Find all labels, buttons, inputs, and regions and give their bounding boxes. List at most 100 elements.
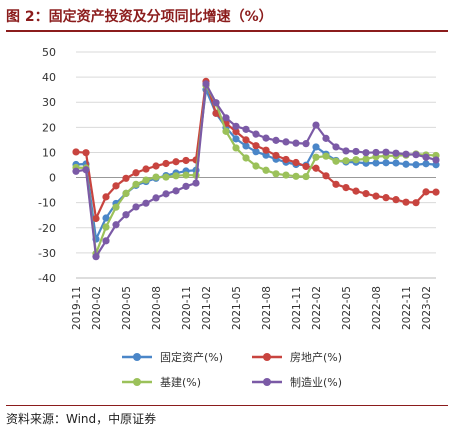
data-point (302, 140, 310, 148)
data-point (422, 160, 430, 168)
data-point (222, 127, 230, 135)
data-point (362, 149, 370, 157)
legend-item: 房地产(%) (252, 350, 342, 364)
data-point (262, 166, 270, 174)
x-tick-label: 2022-02 (311, 286, 323, 330)
data-point (162, 159, 170, 168)
data-point (382, 194, 390, 202)
data-point (132, 203, 140, 211)
source-note: 资料来源：Wind，中原证券 (6, 412, 157, 426)
data-point (382, 148, 390, 156)
legend-marker (133, 378, 141, 386)
title-divider (6, 30, 448, 32)
data-point (212, 99, 220, 107)
data-point (112, 203, 120, 211)
data-point (352, 187, 360, 195)
data-point (272, 151, 280, 160)
data-point (352, 147, 360, 156)
legend: 固定资产(%) 房地产(%) 基建(%) 制造业(%) (122, 350, 342, 389)
data-point (112, 221, 120, 229)
data-point (282, 138, 290, 146)
x-tick-label: 2022-08 (371, 286, 383, 330)
legend-label: 基建(%) (160, 375, 201, 389)
data-point (192, 179, 200, 187)
data-point (142, 165, 150, 173)
x-tick-label: 2020-02 (91, 286, 103, 330)
y-tick-label: 40 (42, 71, 56, 84)
data-point (102, 237, 110, 245)
y-axis-ticks: -40 -30 -20 -10 0 10 20 30 40 50 (38, 46, 56, 285)
data-point (362, 155, 370, 163)
data-point (132, 169, 140, 177)
data-point (152, 173, 160, 181)
data-point (392, 149, 400, 157)
y-tick-label: -10 (38, 197, 56, 210)
data-point (272, 170, 280, 178)
data-point (122, 189, 130, 197)
y-tick-label: 0 (49, 172, 56, 185)
data-point (242, 136, 250, 144)
data-point (402, 198, 410, 206)
data-point (332, 157, 340, 165)
data-point (172, 172, 180, 180)
data-point (82, 149, 90, 157)
data-point (72, 148, 80, 156)
series-lines (72, 77, 440, 261)
series-4 (72, 80, 440, 261)
data-point (92, 214, 100, 223)
data-point (312, 121, 320, 129)
data-point (332, 143, 340, 151)
data-point (112, 182, 120, 190)
data-point (412, 151, 420, 159)
data-point (242, 154, 250, 162)
data-point (232, 128, 240, 136)
data-point (242, 142, 250, 150)
data-point (312, 143, 320, 151)
y-tick-label: 10 (42, 146, 56, 159)
data-point (432, 156, 440, 164)
data-point (282, 155, 290, 164)
data-point (282, 171, 290, 179)
data-point (402, 150, 410, 158)
x-axis-ticks: 2019-11 2020-02 2020-05 2020-08 2020-11 2021-… (71, 286, 433, 330)
data-point (182, 171, 190, 179)
data-point (92, 253, 100, 261)
x-tick-label: 2020-11 (181, 286, 193, 330)
y-tick-label: -20 (38, 222, 56, 235)
data-point (372, 159, 380, 167)
data-point (292, 172, 300, 180)
legend-marker (263, 378, 271, 386)
data-point (302, 172, 310, 181)
data-point (172, 187, 180, 195)
data-point (122, 211, 130, 219)
data-point (132, 180, 140, 188)
x-tick-label: 2019-11 (71, 286, 83, 330)
data-point (252, 148, 260, 156)
legend-label: 固定资产(%) (160, 350, 223, 364)
data-point (162, 190, 170, 198)
data-point (342, 184, 350, 192)
series-line (75, 82, 437, 258)
series-2 (72, 77, 440, 223)
x-tick-label: 2022-11 (401, 286, 413, 330)
data-point (362, 190, 370, 198)
data-point (252, 162, 260, 170)
data-point (202, 80, 210, 88)
data-point (422, 153, 430, 161)
legend-marker (133, 353, 141, 361)
data-point (322, 152, 330, 160)
figure-title: 图 2：固定资产投资及分项同比增速（%） (6, 9, 273, 25)
y-tick-label: -30 (38, 247, 56, 260)
data-point (102, 193, 110, 201)
data-point (162, 173, 170, 181)
data-point (262, 134, 270, 142)
data-point (432, 188, 440, 196)
data-point (252, 130, 260, 138)
x-tick-label: 2020-05 (121, 286, 133, 330)
series-3 (72, 82, 440, 258)
data-point (412, 161, 420, 169)
data-point (242, 125, 250, 133)
data-point (302, 162, 310, 171)
data-point (342, 147, 350, 155)
